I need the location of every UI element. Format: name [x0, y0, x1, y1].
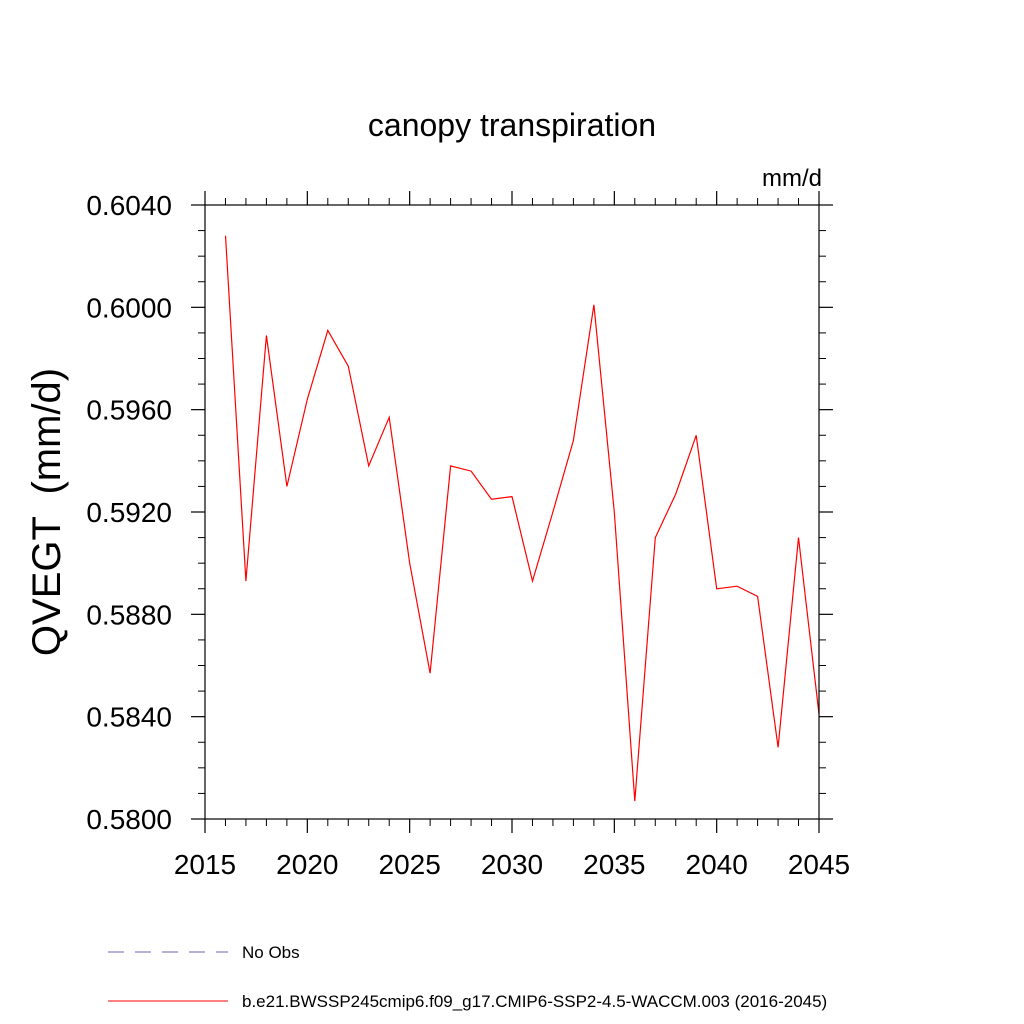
legend: No Obs b.e21.BWSSP245cmip6.f09_g17.CMIP6-…	[108, 943, 827, 1011]
y-tick-label: 0.5800	[86, 804, 172, 835]
y-axis-label: QVEGT (mm/d)	[25, 368, 69, 656]
x-tick-label: 2025	[379, 849, 441, 880]
series-group	[224, 235, 820, 802]
x-tick-label: 2015	[174, 849, 236, 880]
units-label: mm/d	[762, 165, 822, 192]
axis-ticks	[191, 191, 833, 833]
y-tick-label: 0.5840	[86, 702, 172, 733]
y-tick-label: 0.5880	[86, 599, 172, 630]
x-tick-label: 2040	[686, 849, 748, 880]
legend-label: No Obs	[242, 943, 300, 962]
y-tick-label: 0.5960	[86, 395, 172, 426]
x-tick-label: 2020	[276, 849, 338, 880]
legend-label: b.e21.BWSSP245cmip6.f09_g17.CMIP6-SSP2-4…	[242, 992, 827, 1011]
series-line	[224, 235, 820, 802]
x-tick-label: 2030	[481, 849, 543, 880]
chart-title: canopy transpiration	[368, 107, 656, 143]
plot-frame	[204, 204, 820, 820]
x-tick-label: 2035	[583, 849, 645, 880]
y-tick-label: 0.6040	[86, 190, 172, 221]
y-tick-labels: 0.5800 0.5840 0.5880 0.5920 0.5960 0.6000 0.60…	[86, 190, 172, 835]
y-tick-label: 0.6000	[86, 292, 172, 323]
x-tick-label: 2045	[788, 849, 850, 880]
x-tick-labels: 2015 2020 2025 2030 2035 2040 2045	[174, 849, 850, 880]
y-tick-label: 0.5920	[86, 497, 172, 528]
